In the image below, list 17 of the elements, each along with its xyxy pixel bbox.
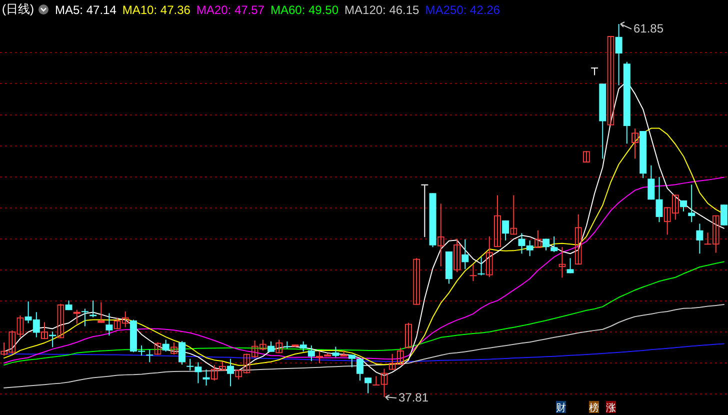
text: MA250: 42.26 bbox=[425, 2, 500, 16]
legend-label: MA5: 47.14 bbox=[55, 2, 116, 16]
text: 涨 bbox=[606, 401, 616, 414]
text: MA60: 49.50 bbox=[270, 2, 339, 16]
candlestick bbox=[591, 68, 598, 76]
text: MA120: 46.15 bbox=[344, 2, 420, 16]
candlestick bbox=[421, 184, 428, 238]
text: 财 bbox=[556, 401, 566, 414]
candlestick bbox=[720, 204, 728, 226]
candlestick bbox=[607, 36, 614, 126]
text: MA20: 47.57 bbox=[196, 2, 264, 16]
text: MA10: 47.36 bbox=[122, 2, 190, 16]
text: 榜 bbox=[589, 401, 599, 414]
candlestick bbox=[98, 302, 105, 323]
annotation: 37.81 bbox=[398, 390, 429, 404]
chart-title: (日线) bbox=[2, 1, 34, 18]
annotation: 61.85 bbox=[634, 21, 664, 36]
